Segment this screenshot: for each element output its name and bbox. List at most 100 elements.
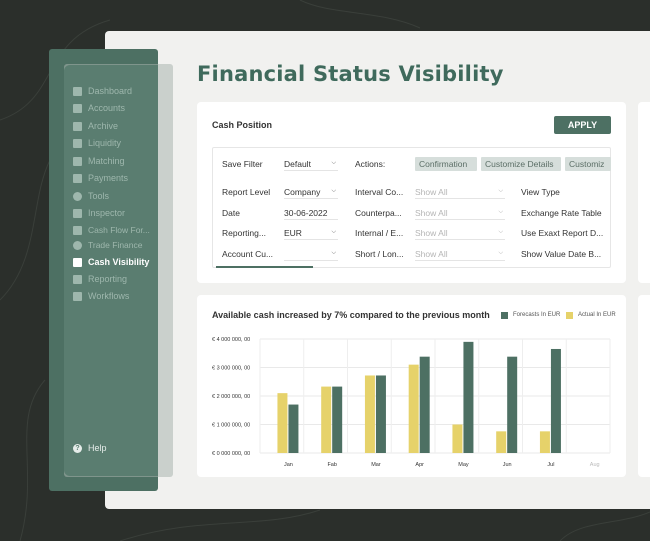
bar-actual — [452, 424, 463, 453]
exact-report-date-label: Use Exaxt Report D... — [521, 228, 604, 238]
legend-label-forecast: Forecasts In EUR — [513, 312, 561, 318]
legend-swatch-actual — [566, 311, 573, 319]
short-long-label: Short / Lon... — [355, 249, 404, 259]
sidebar-item-dashboard[interactable]: Dashboard — [73, 84, 132, 98]
action-confirmation[interactable]: Confirmation — [415, 157, 477, 171]
bar-forecast — [463, 341, 474, 453]
short-long-value: Show All — [415, 248, 448, 259]
counterparty-label: Counterpa... — [355, 208, 402, 218]
help-link[interactable]: ? Help — [73, 443, 107, 453]
sidebar-item-label: Cash Flow For... — [88, 225, 150, 235]
sidebar-item-liquidity[interactable]: Liquidity — [73, 136, 121, 150]
bar-forecast — [288, 404, 299, 453]
save-filter-value: Default — [284, 158, 311, 169]
counterparty-select[interactable]: Show All ⌵ — [415, 206, 505, 220]
bar-actual — [321, 386, 332, 453]
bar-actual — [277, 393, 288, 453]
page-title: Financial Status Visibility — [197, 62, 504, 86]
bar-forecast — [419, 356, 430, 453]
chevron-down-icon: ⌵ — [498, 229, 503, 235]
legend-swatch-forecast — [501, 311, 508, 319]
sidebar-item-reporting[interactable]: Reporting — [73, 272, 127, 286]
sidebar-item-label: Dashboard — [88, 86, 133, 96]
accounts-icon — [73, 103, 82, 113]
sidebar-item-cash-flow[interactable]: Cash Flow For... — [73, 223, 150, 237]
liquidity-icon — [73, 138, 82, 148]
sidebar-item-cash-visibility[interactable]: Cash Visibility — [73, 255, 149, 269]
sidebar-item-tools[interactable]: Tools — [73, 189, 109, 203]
x-tick-label: May — [458, 462, 469, 468]
y-tick-label: € 4 000 000, 00 — [212, 337, 250, 343]
sidebar-item-payments[interactable]: Payments — [73, 171, 128, 185]
y-tick-label: € 1 000 000, 00 — [212, 423, 250, 429]
chevron-down-icon: ⌵ — [498, 209, 503, 215]
date-label: Date — [222, 208, 240, 218]
save-filter-select[interactable]: Default ⌵ — [284, 157, 338, 171]
chevron-down-icon: ⌵ — [331, 160, 336, 166]
internal-external-label: Internal / E... — [355, 228, 404, 238]
report-level-label: Report Level — [222, 187, 271, 197]
interval-label: Interval Co... — [355, 187, 404, 197]
bar-actual — [364, 375, 375, 453]
x-tick-label: Fab — [327, 462, 336, 468]
chart-title: Available cash increased by 7% compared … — [212, 310, 490, 320]
y-tick-label: € 2 000 000, 00 — [212, 394, 250, 400]
sidebar-item-label: Cash Visibility — [88, 257, 150, 267]
reporting-icon — [73, 274, 82, 284]
chevron-down-icon: ⌵ — [498, 250, 503, 256]
bar-forecast — [332, 386, 343, 453]
view-type-label: View Type — [521, 187, 560, 197]
chevron-down-icon: ⌵ — [498, 188, 503, 194]
cash-flow-icon — [73, 225, 82, 235]
gear-icon — [73, 191, 82, 201]
workflows-icon — [73, 291, 82, 301]
report-level-select[interactable]: Company ⌵ — [284, 185, 338, 199]
bar-actual — [408, 364, 419, 453]
action-customize[interactable]: Customiz — [565, 157, 611, 171]
counterparty-value: Show All — [415, 207, 448, 218]
sidebar-item-accounts[interactable]: Accounts — [73, 101, 125, 115]
sidebar-item-label: Accounts — [88, 103, 126, 113]
payments-icon — [73, 173, 82, 183]
sidebar-item-label: Payments — [88, 173, 129, 183]
chevron-down-icon: ⌵ — [331, 250, 336, 256]
sidebar — [64, 65, 158, 476]
action-customize-details[interactable]: Customize Details — [481, 157, 561, 171]
sidebar-item-label: Reporting — [88, 274, 128, 284]
sidebar-item-archive[interactable]: Archive — [73, 119, 118, 133]
y-tick-label: € 0 000 000, 00 — [212, 451, 250, 457]
matching-icon — [73, 156, 82, 166]
sidebar-item-label: Archive — [88, 121, 119, 131]
sidebar-item-inspector[interactable]: Inspector — [73, 206, 125, 220]
sidebar-item-matching[interactable]: Matching — [73, 154, 125, 168]
internal-external-value: Show All — [415, 227, 448, 238]
sidebar-item-label: Trade Finance — [88, 240, 143, 250]
apply-button[interactable]: APPLY — [554, 116, 611, 134]
inspector-icon — [73, 208, 82, 218]
bar-actual — [496, 431, 507, 453]
legend-actual: Actual In EUR — [566, 310, 616, 320]
filter-panel — [212, 147, 611, 268]
value-date-label: Show Value Date B... — [521, 249, 602, 259]
sidebar-item-workflows[interactable]: Workflows — [73, 289, 129, 303]
help-label: Help — [88, 443, 107, 453]
internal-external-select[interactable]: Show All ⌵ — [415, 226, 505, 240]
date-input[interactable]: 30-06-2022 — [284, 206, 338, 220]
reporting-currency-label: Reporting... — [222, 228, 266, 238]
legend-label-actual: Actual In EUR — [578, 312, 616, 318]
account-currency-select[interactable]: ⌵ — [284, 247, 338, 261]
y-tick-label: € 3 000 000, 00 — [212, 366, 250, 372]
bar-actual — [539, 431, 550, 453]
interval-select[interactable]: Show All ⌵ — [415, 185, 505, 199]
help-icon: ? — [73, 443, 82, 453]
chevron-down-icon: ⌵ — [331, 229, 336, 235]
short-long-select[interactable]: Show All ⌵ — [415, 247, 505, 261]
archive-icon — [73, 121, 82, 131]
interval-value: Show All — [415, 186, 448, 197]
reporting-currency-select[interactable]: EUR ⌵ — [284, 226, 338, 240]
sidebar-item-trade-finance[interactable]: Trade Finance — [73, 238, 143, 252]
cash-visibility-icon — [73, 257, 82, 267]
date-value: 30-06-2022 — [284, 207, 328, 218]
scroll-indicator — [216, 266, 313, 268]
